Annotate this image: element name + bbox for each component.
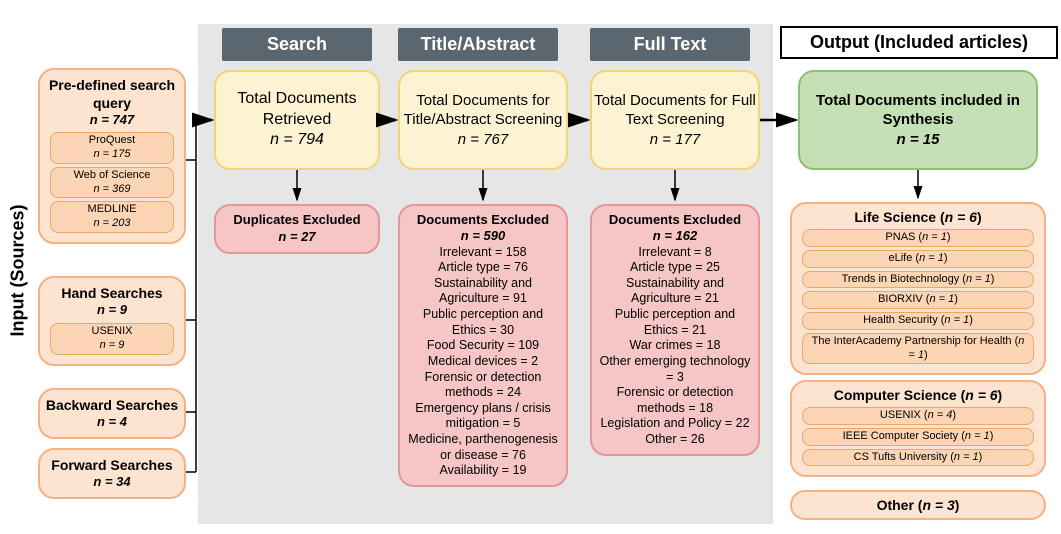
group-computer-science-items: USENIX (n = 4) IEEE Computer Society (n =…	[794, 407, 1042, 466]
source-predefined-item: ProQuestn = 175	[50, 132, 174, 164]
exclusion-reason: Food Security = 109	[406, 338, 560, 354]
source-backward-title: Backward Searches	[42, 396, 182, 414]
group-other-title: Other (n = 3)	[794, 496, 1042, 514]
n-val: n = 175	[93, 148, 130, 160]
source-backward: Backward Searches n = 4	[38, 388, 186, 439]
flow-included: Total Documents included in Synthesis n …	[798, 70, 1038, 170]
exclusion-reason: War crimes = 18	[598, 338, 752, 354]
exclusion-reason: Medical devices = 2	[406, 354, 560, 370]
source-forward: Forward Searches n = 34	[38, 448, 186, 499]
exclusion-reason: Forensic or detection methods = 24	[406, 370, 560, 401]
group-other: Other (n = 3)	[790, 490, 1046, 520]
flow-ft-n: n = 177	[592, 130, 758, 150]
exclusion-reason: Medicine, parthenogenesis or disease = 7…	[406, 432, 560, 463]
exclusion-reason: Forensic or detection methods = 18	[598, 385, 752, 416]
group-life-science: Life Science (n = 6) PNAS (n = 1) eLife (…	[790, 202, 1046, 375]
source-predefined-item: Web of Sciencen = 369	[50, 167, 174, 199]
source-backward-n: n = 4	[42, 414, 182, 431]
stage-header-ta: Title/Abstract	[398, 28, 558, 61]
group-item: eLife (n = 1)	[802, 250, 1034, 268]
group-item: Trends in Biotechnology (n = 1)	[802, 271, 1034, 289]
flow-ft-screening: Total Documents for Full Text Screening …	[590, 70, 760, 170]
exclusion-reason: Sustainability and Agriculture = 91	[406, 276, 560, 307]
exclusion-reason: Other = 26	[598, 432, 752, 448]
source-forward-title: Forward Searches	[42, 456, 182, 474]
n-val: n = 369	[93, 183, 130, 195]
flow-ft-excluded-title: Documents Excluded	[598, 212, 752, 228]
group-life-science-items: PNAS (n = 1) eLife (n = 1) Trends in Biote…	[794, 229, 1042, 364]
flow-ft-excluded-reasons: Irrelevant = 8Article type = 25Sustainab…	[598, 245, 752, 448]
flow-duplicates-title: Duplicates Excluded	[220, 212, 374, 229]
source-predefined-item: MEDLINEn = 203	[50, 201, 174, 233]
exclusion-reason: Public perception and Ethics = 30	[406, 307, 560, 338]
flow-retrieved-n: n = 794	[216, 130, 378, 151]
flow-ta-n: n = 767	[400, 130, 566, 150]
group-computer-science-title: Computer Science (n = 6)	[794, 386, 1042, 404]
n-val: n = 203	[93, 217, 130, 229]
flow-retrieved: Total Documents Retrieved n = 794	[214, 70, 380, 170]
source-predefined-n: n = 747	[42, 112, 182, 129]
group-computer-science: Computer Science (n = 6) USENIX (n = 4) I…	[790, 380, 1046, 477]
exclusion-reason: Irrelevant = 158	[406, 245, 560, 261]
n-val: n = 9	[100, 339, 125, 351]
exclusion-reason: Article type = 76	[406, 260, 560, 276]
flow-duplicates: Duplicates Excluded n = 27	[214, 204, 380, 254]
source-hand-item: USENIXn = 9	[50, 323, 174, 355]
group-item: The InterAcademy Partnership for Health …	[802, 333, 1034, 365]
group-item: CS Tufts University (n = 1)	[802, 449, 1034, 467]
flow-ta-excluded-title: Documents Excluded	[406, 212, 560, 228]
source-predefined-title: Pre-defined search query	[42, 76, 182, 112]
flow-ft-title: Total Documents for Full Text Screening	[592, 91, 758, 130]
flow-ta-excluded: Documents Excluded n = 590 Irrelevant = …	[398, 204, 568, 487]
group-life-science-title: Life Science (n = 6)	[794, 208, 1042, 226]
exclusion-reason: Article type = 25	[598, 260, 752, 276]
exclusion-reason: Irrelevant = 8	[598, 245, 752, 261]
exclusion-reason: Sustainability and Agriculture = 21	[598, 276, 752, 307]
exclusion-reason: Emergency plans / crisis mitigation = 5	[406, 401, 560, 432]
flow-ft-excluded: Documents Excluded n = 162 Irrelevant = …	[590, 204, 760, 456]
group-item: USENIX (n = 4)	[802, 407, 1034, 425]
group-item: IEEE Computer Society (n = 1)	[802, 428, 1034, 446]
stage-header-ft: Full Text	[590, 28, 750, 61]
exclusion-reason: Legislation and Policy = 22	[598, 416, 752, 432]
group-item: PNAS (n = 1)	[802, 229, 1034, 247]
flow-included-title: Total Documents included in Synthesis	[800, 91, 1036, 130]
flow-ta-excluded-n: n = 590	[406, 228, 560, 244]
source-hand-title: Hand Searches	[42, 284, 182, 302]
flow-ta-excluded-reasons: Irrelevant = 158Article type = 76Sustain…	[406, 245, 560, 479]
group-item: Health Security (n = 1)	[802, 312, 1034, 330]
flow-ta-title: Total Documents for Title/Abstract Scree…	[400, 91, 566, 130]
stage-header-output: Output (Included articles)	[780, 26, 1058, 59]
stage-header-search: Search	[222, 28, 372, 61]
source-forward-n: n = 34	[42, 474, 182, 491]
flow-ta-screening: Total Documents for Title/Abstract Scree…	[398, 70, 568, 170]
source-hand: Hand Searches n = 9 USENIXn = 9	[38, 276, 186, 366]
flow-duplicates-n: n = 27	[220, 229, 374, 246]
flow-ft-excluded-n: n = 162	[598, 228, 752, 244]
source-hand-n: n = 9	[42, 302, 182, 319]
group-item: BIORXIV (n = 1)	[802, 291, 1034, 309]
exclusion-reason: Availability = 19	[406, 463, 560, 479]
exclusion-reason: Public perception and Ethics = 21	[598, 307, 752, 338]
source-predefined: Pre-defined search query n = 747 ProQues…	[38, 68, 186, 244]
exclusion-reason: Other emerging technology = 3	[598, 354, 752, 385]
side-label: Input (Sources)	[8, 204, 29, 336]
flow-retrieved-title: Total Documents Retrieved	[216, 89, 378, 131]
flow-included-n: n = 15	[800, 130, 1036, 150]
